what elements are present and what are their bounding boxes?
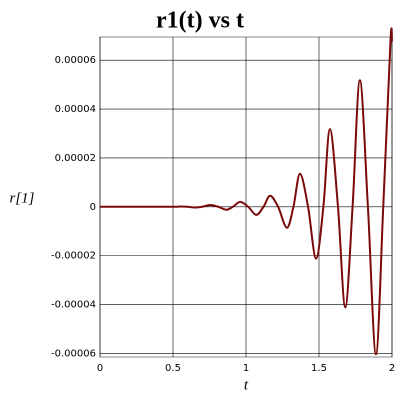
y-tick-label: 0.00002 [55,153,96,164]
y-tick-label: -0.00002 [51,251,96,262]
y-tick-label: -0.00004 [51,299,96,310]
x-tick-label: 2 [389,363,395,374]
y-tick-label: 0 [90,202,96,213]
data-line [100,27,393,356]
x-tick-label: 1 [243,363,249,374]
y-tick-label: -0.00006 [51,348,96,359]
y-tick-label: 0.00006 [55,55,96,66]
x-tick-label: 1.5 [311,363,327,374]
x-tick-label: 0 [97,363,103,374]
x-axis-label: t [244,377,249,393]
y-tick-label: 0.00004 [55,104,96,115]
chart-title: r1(t) vs t [156,8,244,34]
x-tick-label: 0.5 [165,363,181,374]
y-axis-label: r[1] [9,190,34,206]
